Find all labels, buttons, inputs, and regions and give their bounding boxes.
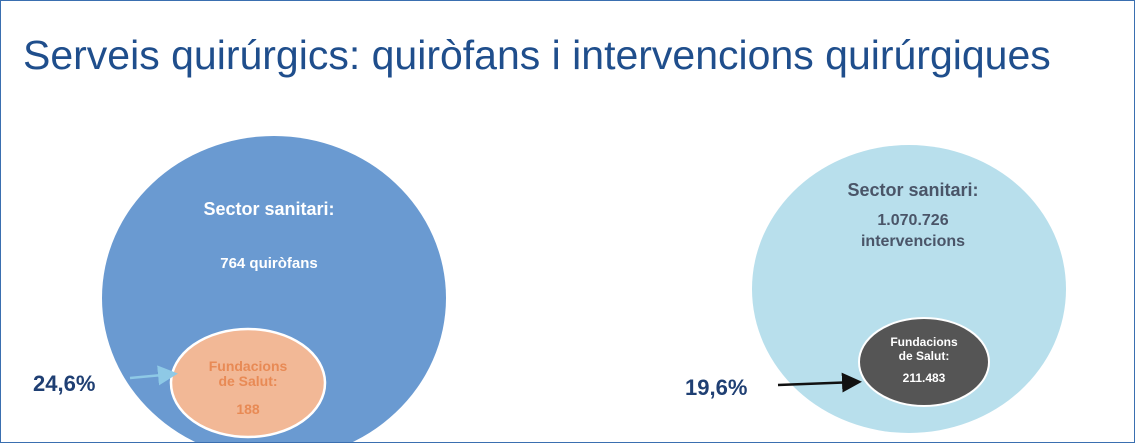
left-outer-value: 764 quiròfans bbox=[220, 255, 318, 272]
right-diagram: Sector sanitari: 1.070.726 intervencions… bbox=[752, 145, 1066, 433]
left-outer-heading: Sector sanitari: bbox=[203, 199, 334, 219]
right-outer-heading: Sector sanitari: bbox=[847, 180, 978, 200]
right-outer-value-line1: 1.070.726 bbox=[877, 212, 948, 229]
left-arrow bbox=[129, 365, 178, 386]
right-arrow bbox=[777, 372, 862, 393]
left-inner-line1: Fundacions bbox=[209, 358, 288, 374]
right-inner-line1: Fundacions bbox=[890, 335, 958, 349]
left-diagram: Sector sanitari: 764 quiròfans Fundacion… bbox=[102, 136, 446, 442]
right-inner-circle bbox=[858, 317, 990, 407]
right-inner-value: 211.483 bbox=[903, 371, 946, 385]
left-inner-value: 188 bbox=[236, 401, 260, 417]
slide-title: Serveis quirúrgics: quiròfans i interven… bbox=[23, 32, 1051, 78]
right-percentage: 19,6% bbox=[685, 375, 748, 400]
right-inner-line2: de Salut: bbox=[899, 349, 950, 363]
left-percentage: 24,6% bbox=[33, 371, 96, 396]
right-outer-value-line2: intervencions bbox=[861, 233, 965, 250]
left-inner-line2: de Salut: bbox=[218, 373, 277, 389]
